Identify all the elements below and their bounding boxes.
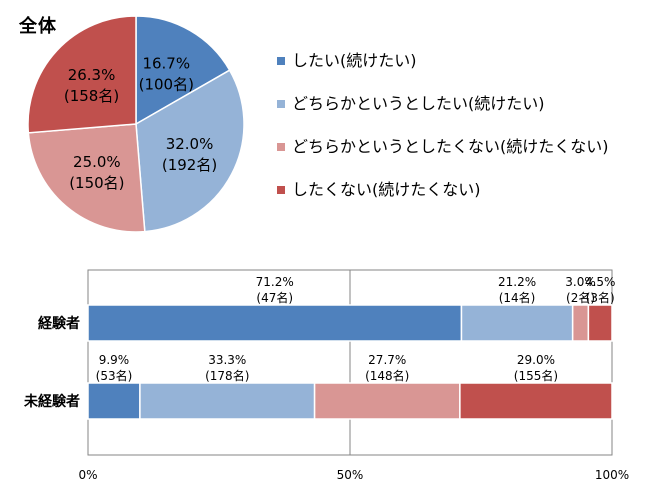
legend-label: したくない(続けたくない) xyxy=(292,180,481,199)
pie-slice xyxy=(27,15,137,134)
bar-count-label: (178名) xyxy=(205,368,249,383)
bar-count-label: (3名) xyxy=(586,290,615,305)
bar-percent-label: 33.3% xyxy=(208,353,246,367)
pie-slice xyxy=(135,69,245,233)
y-category-label: 経験者 xyxy=(38,315,80,332)
bar-segment xyxy=(139,382,316,420)
pie-slice-percent-label: 26.3% xyxy=(68,66,116,84)
x-tick-label: 100% xyxy=(595,468,629,482)
pie-slice-count-label: (100名) xyxy=(139,76,194,94)
bar-segment xyxy=(87,304,463,342)
x-tick-label: 0% xyxy=(78,468,97,482)
legend-swatch xyxy=(277,57,285,65)
pie-slice-percent-label: 16.7% xyxy=(142,55,190,73)
bar-count-label: (148名) xyxy=(365,368,409,383)
bar-count-label: (47名) xyxy=(256,290,293,305)
bar-segment xyxy=(587,304,613,342)
legend-swatch xyxy=(277,186,285,194)
bar-percent-label: 4.5% xyxy=(585,275,616,289)
bar-count-label: (14名) xyxy=(499,290,536,305)
bar-segment xyxy=(459,382,613,420)
legend-label: どちらかというとしたい(続けたい) xyxy=(292,94,545,113)
bar-percent-label: 21.2% xyxy=(498,275,536,289)
bar-percent-label: 27.7% xyxy=(368,353,406,367)
bar-segment xyxy=(460,304,574,342)
bar-count-label: (155名) xyxy=(514,368,558,383)
pie-slice-percent-label: 25.0% xyxy=(73,153,121,171)
pie-slice-count-label: (158名) xyxy=(64,87,119,105)
bar-segment xyxy=(571,304,590,342)
pie-title: 全体 xyxy=(19,16,57,37)
x-tick-label: 50% xyxy=(337,468,364,482)
y-category-label: 未経験者 xyxy=(24,393,80,410)
legend-swatch xyxy=(277,143,285,151)
pie-slice-percent-label: 32.0% xyxy=(166,135,214,153)
bar-percent-label: 3.0% xyxy=(565,275,596,289)
bar-count-label: (53名) xyxy=(96,368,133,383)
pie-slice xyxy=(27,123,146,233)
bar-segment xyxy=(313,382,461,420)
bar-percent-label: 71.2% xyxy=(256,275,294,289)
pie-slice-count-label: (192名) xyxy=(162,156,217,174)
legend-swatch xyxy=(277,100,285,108)
pie-slice-count-label: (150名) xyxy=(69,174,124,192)
bar-percent-label: 9.9% xyxy=(99,353,130,367)
legend-label: したい(続けたい) xyxy=(292,51,417,70)
pie-chart: 16.7% (100名) 32.0% (192名) 25.0% (150名) 26.3% (1… xyxy=(27,15,245,233)
pie-slice xyxy=(135,15,231,126)
bar-percent-label: 29.0% xyxy=(517,353,555,367)
legend-label: どちらかというとしたくない(続けたくない) xyxy=(292,137,609,156)
bar-segment xyxy=(87,382,141,420)
bar-count-label: (2名) xyxy=(566,290,595,305)
